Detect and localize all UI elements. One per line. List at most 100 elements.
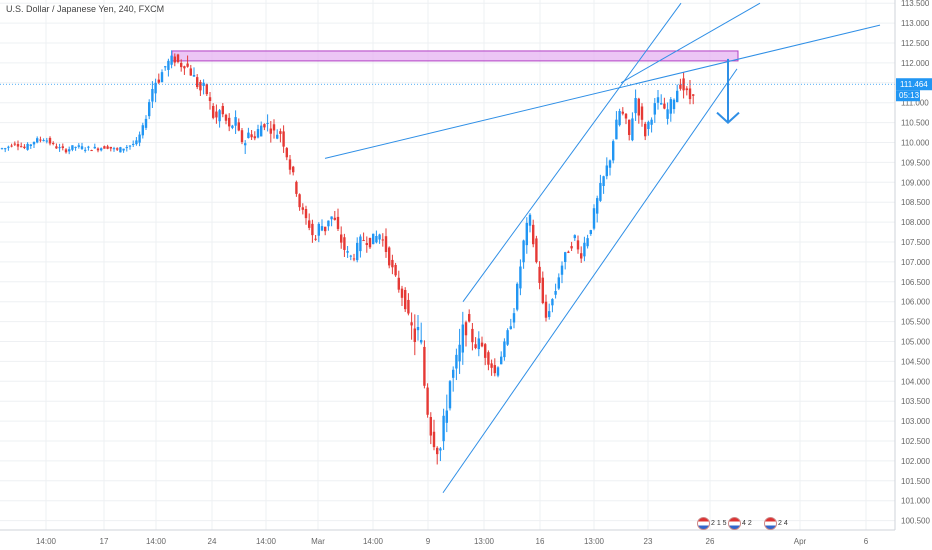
candle-body: [253, 136, 256, 139]
x-tick-label: 16: [536, 537, 545, 546]
candle-body: [656, 97, 660, 103]
candle-body: [573, 235, 576, 239]
candle-body: [340, 234, 343, 243]
channel-upper-line-2: [620, 2, 761, 84]
y-tick-label: 110.500: [901, 119, 930, 128]
candle-body: [471, 328, 474, 343]
event-marker[interactable]: 4 2: [728, 516, 752, 530]
candle-body: [308, 220, 311, 228]
candle-body: [522, 240, 525, 263]
candle-body: [224, 114, 228, 121]
candle-body: [464, 322, 468, 336]
candle-body: [356, 242, 359, 261]
x-tick-label: 23: [644, 537, 653, 546]
channel-lower-line: [442, 68, 738, 494]
candle-body: [628, 119, 631, 136]
candle-body: [234, 117, 237, 126]
candle-body: [439, 448, 442, 451]
candle-body: [548, 311, 551, 318]
candle-body: [647, 121, 650, 130]
candle-body: [202, 82, 205, 86]
candle-body: [388, 247, 391, 266]
candle-body: [682, 78, 685, 91]
candle-body: [413, 328, 416, 342]
candle-body: [391, 259, 394, 268]
candle-body: [397, 277, 400, 290]
candle-body: [292, 166, 295, 173]
candle-body: [23, 146, 26, 148]
candle-body: [429, 417, 432, 436]
candle-body: [660, 103, 663, 105]
candle-body: [125, 147, 128, 149]
candle-body: [442, 415, 445, 442]
candle-body: [218, 110, 221, 122]
candle-body: [196, 77, 199, 88]
candle-body: [266, 122, 269, 124]
candle-body: [61, 146, 64, 148]
y-tick-label: 102.000: [901, 457, 930, 466]
y-tick-label: 107.000: [901, 258, 930, 267]
candle-body: [410, 322, 413, 326]
candle-body: [208, 97, 212, 102]
y-tick-label: 113.000: [901, 19, 930, 28]
candle-body: [160, 72, 164, 83]
candle-body: [189, 68, 192, 76]
y-tick-label: 101.500: [901, 477, 930, 486]
candle-body: [359, 236, 362, 252]
candle-body: [170, 55, 173, 65]
candle-body: [640, 106, 644, 120]
candle-body: [599, 183, 602, 201]
candle-body: [416, 327, 420, 331]
y-tick-label: 105.500: [901, 318, 930, 327]
candle-body: [692, 94, 695, 96]
candle-body: [624, 113, 628, 119]
candle-body: [138, 134, 141, 143]
candle-body: [493, 365, 496, 374]
candle-body: [644, 123, 647, 137]
zone-layer: [171, 50, 739, 62]
last-price-tag: [896, 78, 932, 91]
candle-body: [112, 148, 116, 150]
candle-body: [631, 118, 634, 141]
candle-body: [512, 313, 516, 323]
candle-body: [500, 356, 503, 365]
candles: [0, 50, 695, 465]
candle-body: [237, 122, 240, 131]
candle-body: [634, 98, 637, 114]
y-tick-label: 104.500: [901, 357, 930, 366]
candle-body: [212, 105, 215, 118]
candle-body: [605, 165, 608, 177]
candle-body: [311, 223, 314, 236]
candle-body: [84, 149, 87, 151]
candle-body: [144, 118, 148, 128]
candle-body: [68, 149, 71, 152]
candle-body: [330, 216, 333, 220]
candle-body: [554, 290, 557, 295]
candle-body: [320, 226, 324, 231]
candle-body: [458, 344, 461, 362]
us-flag-icon: [697, 516, 710, 530]
candle-body: [474, 344, 477, 349]
y-tick-label: 101.000: [901, 497, 930, 506]
candle-body: [612, 141, 615, 161]
candle-body: [231, 125, 234, 128]
candle-body: [602, 176, 605, 187]
event-marker[interactable]: 2 4: [764, 516, 788, 530]
candle-body: [282, 131, 285, 147]
candle-body: [663, 103, 666, 109]
candle-body: [384, 236, 388, 252]
candle-body: [135, 140, 138, 145]
candle-body: [404, 289, 407, 310]
candle-body: [199, 81, 202, 91]
candle-body: [490, 363, 493, 368]
candle-body: [368, 237, 372, 248]
candle-body: [45, 140, 48, 142]
x-tick-label: 14:00: [146, 537, 167, 546]
candle-body: [557, 277, 560, 289]
x-tick-label: 14:00: [256, 537, 277, 546]
candle-body: [87, 146, 90, 148]
candle-body: [525, 222, 528, 246]
event-marker[interactable]: 2 1 5: [697, 516, 727, 530]
